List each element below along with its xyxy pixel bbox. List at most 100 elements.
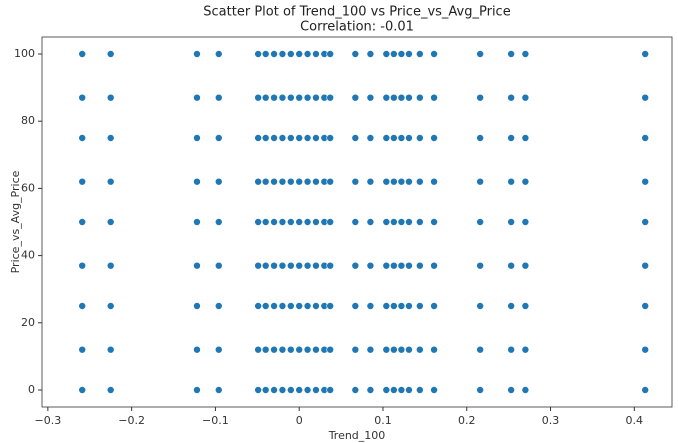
point	[366, 93, 375, 102]
point	[106, 50, 115, 58]
point	[351, 302, 360, 310]
point	[521, 345, 530, 354]
point	[405, 177, 413, 186]
point	[641, 177, 649, 186]
point	[521, 50, 530, 58]
point	[287, 50, 295, 58]
point	[430, 134, 438, 142]
point	[270, 386, 278, 394]
point	[405, 134, 413, 142]
point	[106, 134, 115, 142]
point	[278, 345, 287, 354]
point	[312, 261, 320, 270]
point	[287, 261, 295, 270]
point	[303, 218, 312, 226]
point	[416, 261, 424, 270]
point	[254, 134, 262, 142]
point	[641, 302, 649, 310]
point	[507, 386, 515, 394]
point	[476, 386, 484, 394]
point	[382, 134, 391, 142]
y-tick-label: 80	[21, 114, 35, 127]
point	[351, 50, 360, 58]
point	[476, 302, 484, 310]
point	[390, 386, 398, 394]
point	[78, 218, 87, 226]
point	[193, 261, 201, 270]
point	[78, 134, 87, 142]
point	[78, 386, 87, 394]
point	[106, 345, 115, 354]
x-tick-label: −0.3	[35, 414, 62, 427]
point	[351, 93, 360, 102]
x-tick-label: 0.4	[626, 414, 644, 427]
point	[405, 386, 413, 394]
point	[261, 177, 270, 186]
point	[214, 218, 223, 226]
point	[326, 93, 334, 102]
point	[416, 134, 424, 142]
point	[351, 134, 360, 142]
point	[106, 177, 115, 186]
point	[303, 93, 312, 102]
point	[278, 50, 287, 58]
point	[390, 261, 398, 270]
point	[287, 302, 295, 310]
y-tick-label: 0	[28, 383, 35, 396]
y-axis-label: Price_vs_Avg_Price	[9, 170, 22, 273]
point	[430, 218, 438, 226]
point	[382, 218, 391, 226]
point	[270, 218, 278, 226]
point	[366, 134, 375, 142]
x-tick-label: 0.2	[458, 414, 476, 427]
point	[521, 386, 530, 394]
point	[397, 345, 406, 354]
point	[366, 177, 375, 186]
point	[303, 50, 312, 58]
point	[78, 261, 87, 270]
point	[214, 134, 223, 142]
x-tick-label: 0.3	[542, 414, 560, 427]
point	[193, 302, 201, 310]
point	[261, 134, 270, 142]
point	[397, 386, 406, 394]
point	[382, 302, 391, 310]
point	[416, 93, 424, 102]
point	[278, 134, 287, 142]
point	[312, 50, 320, 58]
point	[214, 93, 223, 102]
point	[303, 386, 312, 394]
point	[254, 218, 262, 226]
point	[405, 93, 413, 102]
point	[351, 386, 360, 394]
point	[278, 386, 287, 394]
point	[193, 177, 201, 186]
point	[351, 177, 360, 186]
point	[295, 50, 303, 58]
point	[390, 93, 398, 102]
point	[326, 50, 334, 58]
point	[287, 177, 295, 186]
point	[193, 50, 201, 58]
point	[270, 134, 278, 142]
point	[78, 345, 87, 354]
point	[326, 345, 334, 354]
y-tick-label: 100	[14, 47, 35, 60]
point	[397, 134, 406, 142]
point	[382, 93, 391, 102]
point	[193, 218, 201, 226]
point	[382, 345, 391, 354]
point	[193, 386, 201, 394]
point	[390, 177, 398, 186]
point	[390, 345, 398, 354]
plot-frame	[41, 36, 673, 408]
point	[312, 93, 320, 102]
point	[366, 218, 375, 226]
point	[254, 93, 262, 102]
point	[476, 93, 484, 102]
point	[521, 302, 530, 310]
point	[312, 134, 320, 142]
point	[351, 218, 360, 226]
point	[287, 134, 295, 142]
point	[476, 177, 484, 186]
